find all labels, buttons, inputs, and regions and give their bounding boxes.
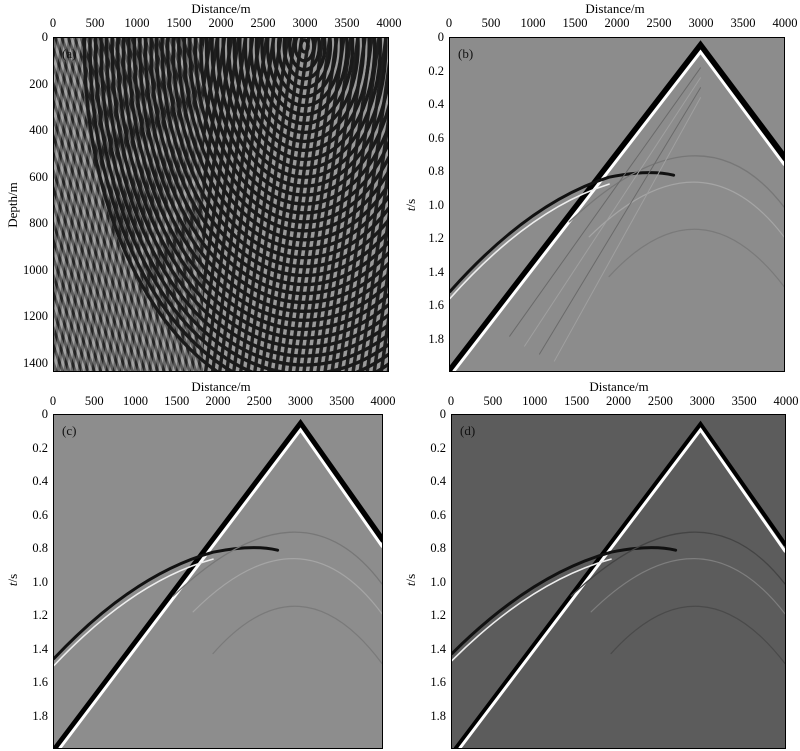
x-tick-label: 2500 (250, 16, 276, 30)
y-tick-label: 600 (29, 169, 48, 184)
y-tick-label: 400 (29, 122, 48, 137)
x-tick-label: 0 (447, 394, 455, 408)
depth-image-a (54, 38, 388, 371)
x-tick-label: 3500 (730, 16, 756, 30)
x-tick-label: 1000 (522, 394, 548, 408)
seismogram-b (450, 38, 784, 371)
x-tick-label: 0 (445, 16, 453, 30)
x-tick-label: 500 (84, 394, 104, 408)
y-axis-title: Depth/m (5, 182, 20, 228)
x-tick-label: 500 (483, 394, 503, 408)
x-tick-label: 3000 (689, 394, 715, 408)
x-tick-label: 2000 (205, 394, 231, 408)
plot-area-a: (a) (53, 37, 389, 372)
x-tick-label: 4000 (773, 394, 799, 408)
x-tick-label: 3500 (329, 394, 355, 408)
x-tick-label: 0 (49, 394, 57, 408)
x-tick-label: 1500 (562, 16, 588, 30)
x-tick-label: 2500 (647, 394, 673, 408)
y-tick-label: 1.4 (428, 264, 444, 279)
x-axis-title: Distance/m (191, 379, 251, 394)
x-tick-label: 4000 (376, 16, 402, 30)
y-tick-label: 1000 (23, 262, 48, 277)
y-tick-label: 0.8 (32, 540, 48, 555)
seismogram-d (452, 415, 785, 748)
x-axis-title: Distance/m (585, 1, 645, 16)
x-tick-label: 2500 (646, 16, 672, 30)
y-tick-label: 1.0 (428, 197, 444, 212)
y-tick-label: 0.2 (428, 63, 444, 78)
x-tick-label: 1500 (166, 16, 192, 30)
y-tick-label: 0.8 (428, 163, 444, 178)
y-tick-label: 0.4 (32, 473, 48, 488)
x-tick-label: 1000 (520, 16, 546, 30)
y-tick-label: 1.8 (428, 331, 444, 346)
x-tick-label: 1000 (123, 394, 148, 408)
x-tick-label: 3000 (688, 16, 714, 30)
x-tick-label: 0 (49, 16, 57, 30)
y-tick-label: 0.6 (32, 507, 48, 522)
y-axis-title: t/s (5, 573, 20, 587)
x-tick-label: 1000 (124, 16, 150, 30)
y-tick-label: 0 (41, 406, 48, 421)
x-tick-label: 2000 (604, 16, 630, 30)
plot-area-c: (c) (53, 414, 383, 749)
plot-area-b: (b) (449, 37, 785, 372)
y-tick-label: 1.4 (32, 641, 48, 656)
y-tick-label: 0.6 (428, 130, 444, 145)
x-tick-label: 3500 (334, 16, 360, 30)
x-axis-title: Distance/m (191, 1, 251, 16)
x-tick-label: 3000 (292, 16, 318, 30)
seismogram-c (54, 415, 382, 748)
y-tick-label: 1.6 (32, 674, 48, 689)
y-tick-label: 800 (29, 215, 48, 230)
y-tick-label: 0.2 (32, 440, 48, 455)
y-tick-label: 0.4 (428, 96, 444, 111)
y-tick-label: 1.2 (32, 607, 48, 622)
y-tick-label: 0 (437, 29, 444, 44)
y-tick-label: 0.4 (430, 473, 446, 488)
x-tick-label: 4000 (370, 394, 396, 408)
x-axis-title: Distance/m (589, 379, 649, 394)
y-tick-label: 1.0 (32, 574, 48, 589)
y-tick-label: 0.2 (430, 440, 446, 455)
y-tick-label: 1.2 (428, 230, 444, 245)
y-tick-label: 1.0 (430, 574, 446, 589)
x-tick-label: 3000 (288, 394, 313, 408)
y-tick-label: 200 (29, 76, 48, 91)
y-tick-label: 1.4 (430, 641, 446, 656)
x-tick-label: 3500 (731, 394, 757, 408)
y-tick-label: 0.8 (430, 540, 446, 555)
x-tick-label: 2000 (208, 16, 234, 30)
y-tick-label: 1.8 (32, 708, 48, 723)
panel-label-c: (c) (62, 423, 77, 438)
panel-label-b: (b) (458, 46, 474, 61)
panel-label-a: (a) (62, 46, 77, 61)
y-tick-label: 1400 (23, 355, 48, 370)
x-tick-label: 500 (85, 16, 105, 30)
x-tick-label: 1500 (164, 394, 190, 408)
y-tick-label: 1.6 (428, 297, 444, 312)
y-tick-label: 0 (41, 29, 48, 44)
y-axis-title: t/s (403, 198, 418, 212)
x-tick-label: 500 (481, 16, 501, 30)
y-tick-label: 1.6 (430, 674, 446, 689)
y-tick-label: 1200 (23, 308, 48, 323)
panel-label-d: (d) (460, 423, 476, 438)
y-tick-label: 1.8 (430, 708, 446, 723)
y-tick-label: 0.6 (430, 507, 446, 522)
x-tick-label: 2000 (606, 394, 631, 408)
x-tick-label: 2500 (246, 394, 272, 408)
y-axis-title: t/s (403, 573, 418, 587)
x-tick-label: 4000 (772, 16, 798, 30)
plot-area-d: (d) (451, 414, 786, 749)
x-tick-label: 1500 (564, 394, 590, 408)
y-tick-label: 1.2 (430, 607, 446, 622)
y-tick-label: 0 (439, 406, 446, 421)
